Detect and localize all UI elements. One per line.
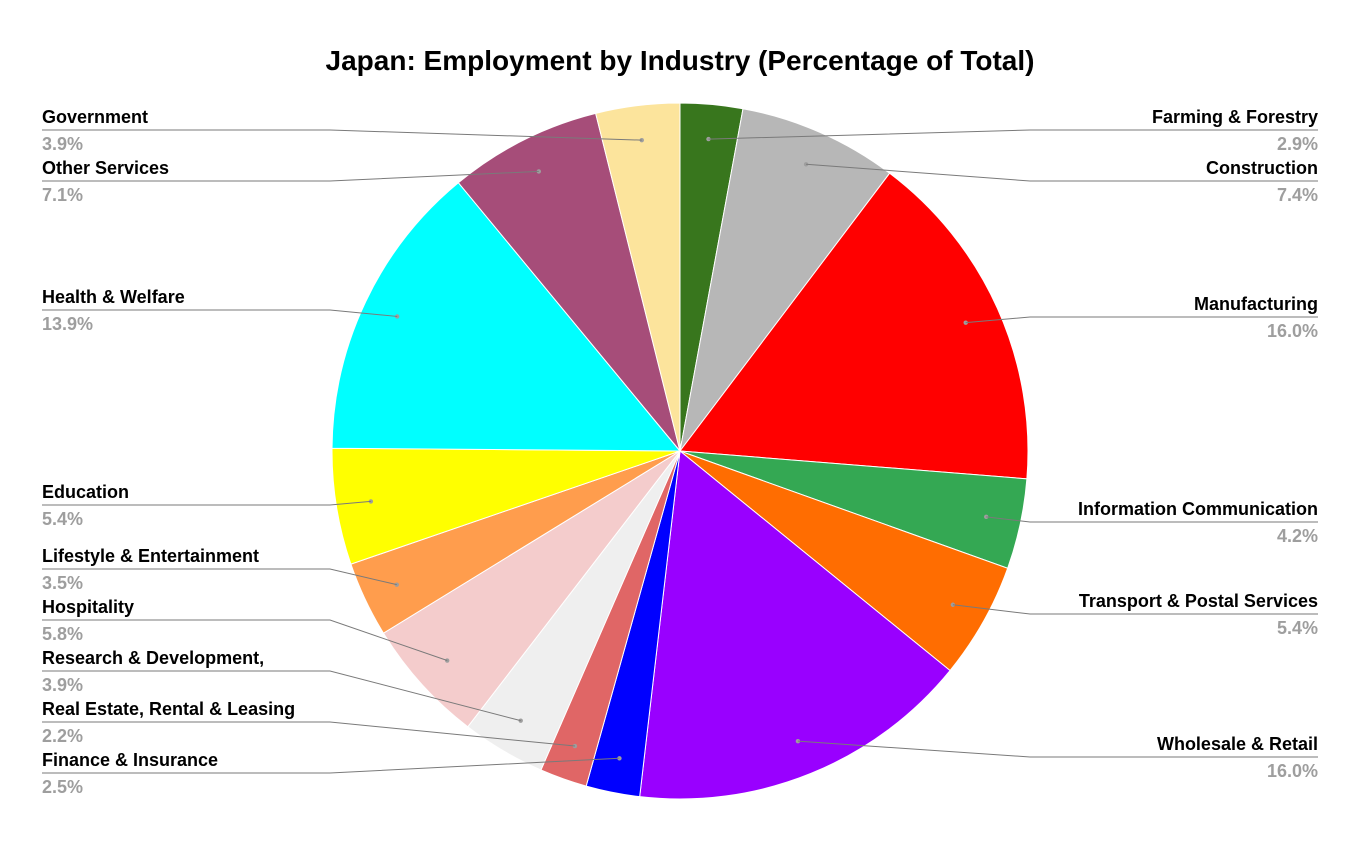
label-real-estate-rental-leasing: Real Estate, Rental & Leasing bbox=[42, 699, 295, 719]
slice-labels: Farming & Forestry 2.9% Construction 7.4% Ma… bbox=[42, 107, 1318, 797]
value-hospitality: 5.8% bbox=[42, 624, 83, 644]
value-wholesale-retail: 16.0% bbox=[1267, 761, 1318, 781]
value-health-welfare: 13.9% bbox=[42, 314, 93, 334]
value-education: 5.4% bbox=[42, 509, 83, 529]
chart-title: Japan: Employment by Industry (Percentag… bbox=[326, 45, 1035, 76]
value-real-estate-rental-leasing: 2.2% bbox=[42, 726, 83, 746]
label-information-communication: Information Communication bbox=[1078, 499, 1318, 519]
leader-line-wholesale-retail bbox=[797, 740, 1318, 758]
pie-slices bbox=[331, 102, 1029, 800]
slice-wholesale-retail bbox=[639, 450, 951, 800]
leader-lines bbox=[42, 129, 1318, 774]
label-farming-forestry: Farming & Forestry bbox=[1152, 107, 1318, 127]
leader-line-education bbox=[42, 500, 371, 506]
label-wholesale-retail: Wholesale & Retail bbox=[1157, 734, 1318, 754]
value-government: 3.9% bbox=[42, 134, 83, 154]
label-construction: Construction bbox=[1206, 158, 1318, 178]
leader-line-health-welfare bbox=[42, 309, 398, 317]
label-hospitality: Hospitality bbox=[42, 597, 134, 617]
value-other-services: 7.1% bbox=[42, 185, 83, 205]
slice-other-services bbox=[457, 112, 681, 452]
label-government: Government bbox=[42, 107, 148, 127]
leader-line-farming-forestry bbox=[708, 129, 1318, 140]
leader-line-other-services bbox=[42, 170, 539, 182]
label-transport-postal-services: Transport & Postal Services bbox=[1079, 591, 1318, 611]
leader-line-finance-insurance bbox=[42, 757, 620, 774]
slice-construction bbox=[679, 108, 891, 452]
slice-health-welfare bbox=[331, 182, 682, 452]
value-manufacturing: 16.0% bbox=[1267, 321, 1318, 341]
leader-line-transport-postal-services bbox=[952, 604, 1318, 615]
slice-government bbox=[595, 102, 681, 452]
value-research-development: 3.9% bbox=[42, 675, 83, 695]
leader-line-manufacturing bbox=[965, 316, 1318, 324]
label-research-development: Research & Development, bbox=[42, 648, 264, 668]
label-manufacturing: Manufacturing bbox=[1194, 294, 1318, 314]
label-other-services: Other Services bbox=[42, 158, 169, 178]
leader-line-lifestyle-entertainment bbox=[42, 568, 397, 586]
value-finance-insurance: 2.5% bbox=[42, 777, 83, 797]
slice-hospitality bbox=[382, 450, 681, 728]
label-education: Education bbox=[42, 482, 129, 502]
value-construction: 7.4% bbox=[1277, 185, 1318, 205]
label-finance-insurance: Finance & Insurance bbox=[42, 750, 218, 770]
label-lifestyle-entertainment: Lifestyle & Entertainment bbox=[42, 546, 259, 566]
leader-line-information-communication bbox=[986, 516, 1318, 523]
label-health-welfare: Health & Welfare bbox=[42, 287, 185, 307]
leader-line-government bbox=[42, 129, 642, 141]
slice-manufacturing bbox=[679, 172, 1029, 480]
value-lifestyle-entertainment: 3.5% bbox=[42, 573, 83, 593]
value-farming-forestry: 2.9% bbox=[1277, 134, 1318, 154]
leader-line-hospitality bbox=[42, 619, 448, 661]
leader-line-research-development bbox=[42, 670, 521, 722]
leader-line-construction bbox=[806, 163, 1318, 182]
value-transport-postal-services: 5.4% bbox=[1277, 618, 1318, 638]
leader-line-real-estate-rental-leasing bbox=[42, 721, 575, 747]
value-information-communication: 4.2% bbox=[1277, 526, 1318, 546]
